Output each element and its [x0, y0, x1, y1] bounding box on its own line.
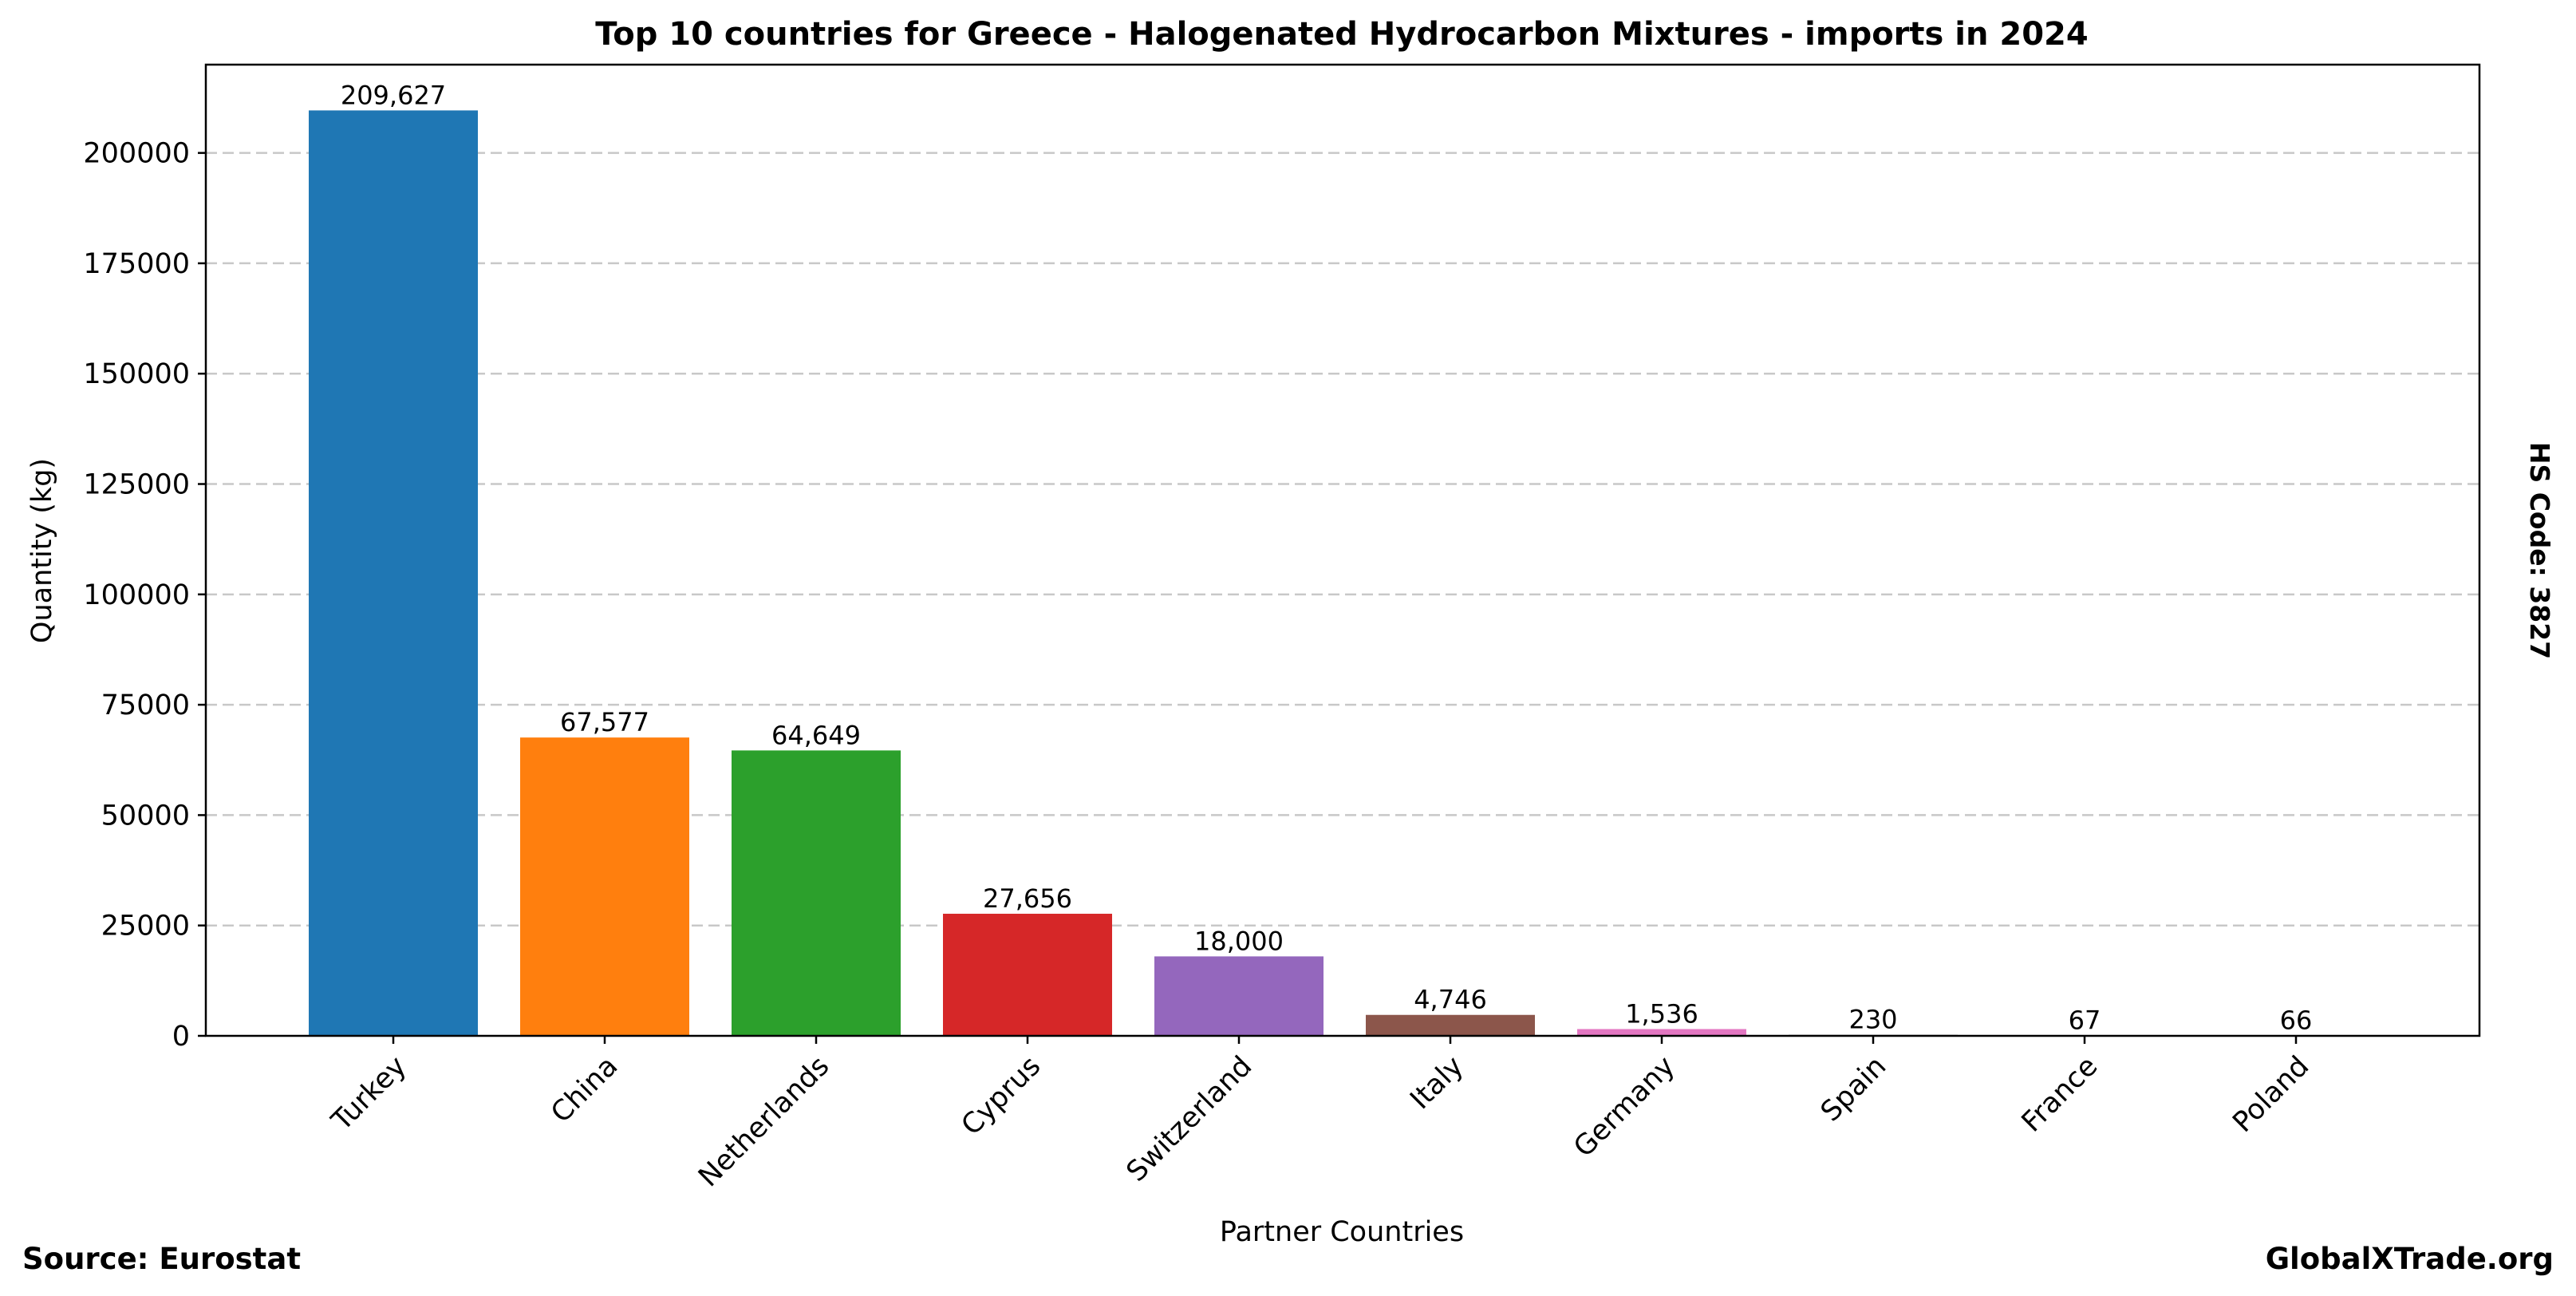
x-tick-label: Switzerland	[1121, 1050, 1259, 1188]
data-label: 67	[2069, 1006, 2101, 1036]
y-tick-label: 100000	[83, 579, 190, 611]
bar-germany	[1577, 1029, 1746, 1036]
source-label: Source: Eurostat	[22, 1242, 301, 1276]
y-axis-label: Quantity (kg)	[26, 458, 58, 643]
data-label: 66	[2280, 1006, 2313, 1036]
x-tick-label: Netherlands	[692, 1050, 835, 1193]
data-label: 64,649	[771, 720, 861, 750]
bar-switzerland	[1154, 956, 1324, 1036]
x-tick-label: China	[545, 1050, 624, 1129]
x-tick-label: Turkey	[325, 1050, 413, 1138]
brand-label: GlobalXTrade.org	[2266, 1242, 2554, 1276]
bar-netherlands	[732, 750, 901, 1036]
bars	[309, 110, 2381, 1036]
hs-code-label: HS Code: 3827	[2524, 442, 2555, 659]
bar-cyprus	[943, 914, 1112, 1036]
y-tick-label: 150000	[83, 358, 190, 390]
bar-turkey	[309, 110, 478, 1036]
data-label: 4,746	[1414, 985, 1487, 1015]
y-tick-label: 75000	[101, 689, 190, 721]
x-tick-label: Germany	[1568, 1050, 1681, 1164]
y-tick-label: 25000	[101, 911, 190, 942]
bar-china	[520, 737, 689, 1036]
y-tick-label: 50000	[101, 800, 190, 832]
data-label: 209,627	[341, 80, 446, 110]
y-tick-label: 0	[172, 1021, 190, 1053]
x-axis-label: Partner Countries	[1220, 1216, 1464, 1248]
data-label: 230	[1848, 1005, 1897, 1035]
y-tick-label: 175000	[83, 248, 190, 280]
data-labels: 209,627 67,577 64,649 27,656 18,000 4,746 1,53…	[341, 80, 2313, 1035]
data-label: 67,577	[560, 707, 649, 737]
data-label: 27,656	[983, 883, 1072, 914]
bar-italy	[1366, 1014, 1535, 1036]
x-tick-label: Cyprus	[956, 1050, 1047, 1142]
x-tick-label: France	[2016, 1050, 2105, 1139]
chart-title: Top 10 countries for Greece - Halogenate…	[595, 16, 2088, 53]
data-label: 1,536	[1625, 999, 1698, 1029]
data-label: 18,000	[1194, 926, 1284, 956]
x-tick-label: Poland	[2227, 1050, 2315, 1139]
x-tick-label: Spain	[1815, 1050, 1892, 1128]
y-tick-label: 125000	[83, 469, 190, 501]
y-tick-label: 200000	[83, 138, 190, 170]
x-axis-ticks: Turkey China Netherlands Cyprus Switzerland I…	[325, 1036, 2315, 1193]
plot-frame	[204, 63, 2481, 1037]
x-tick-label: Italy	[1404, 1050, 1469, 1116]
y-axis-ticks: 0 25000 50000 75000 100000 125000 150000 175000…	[83, 138, 206, 1053]
